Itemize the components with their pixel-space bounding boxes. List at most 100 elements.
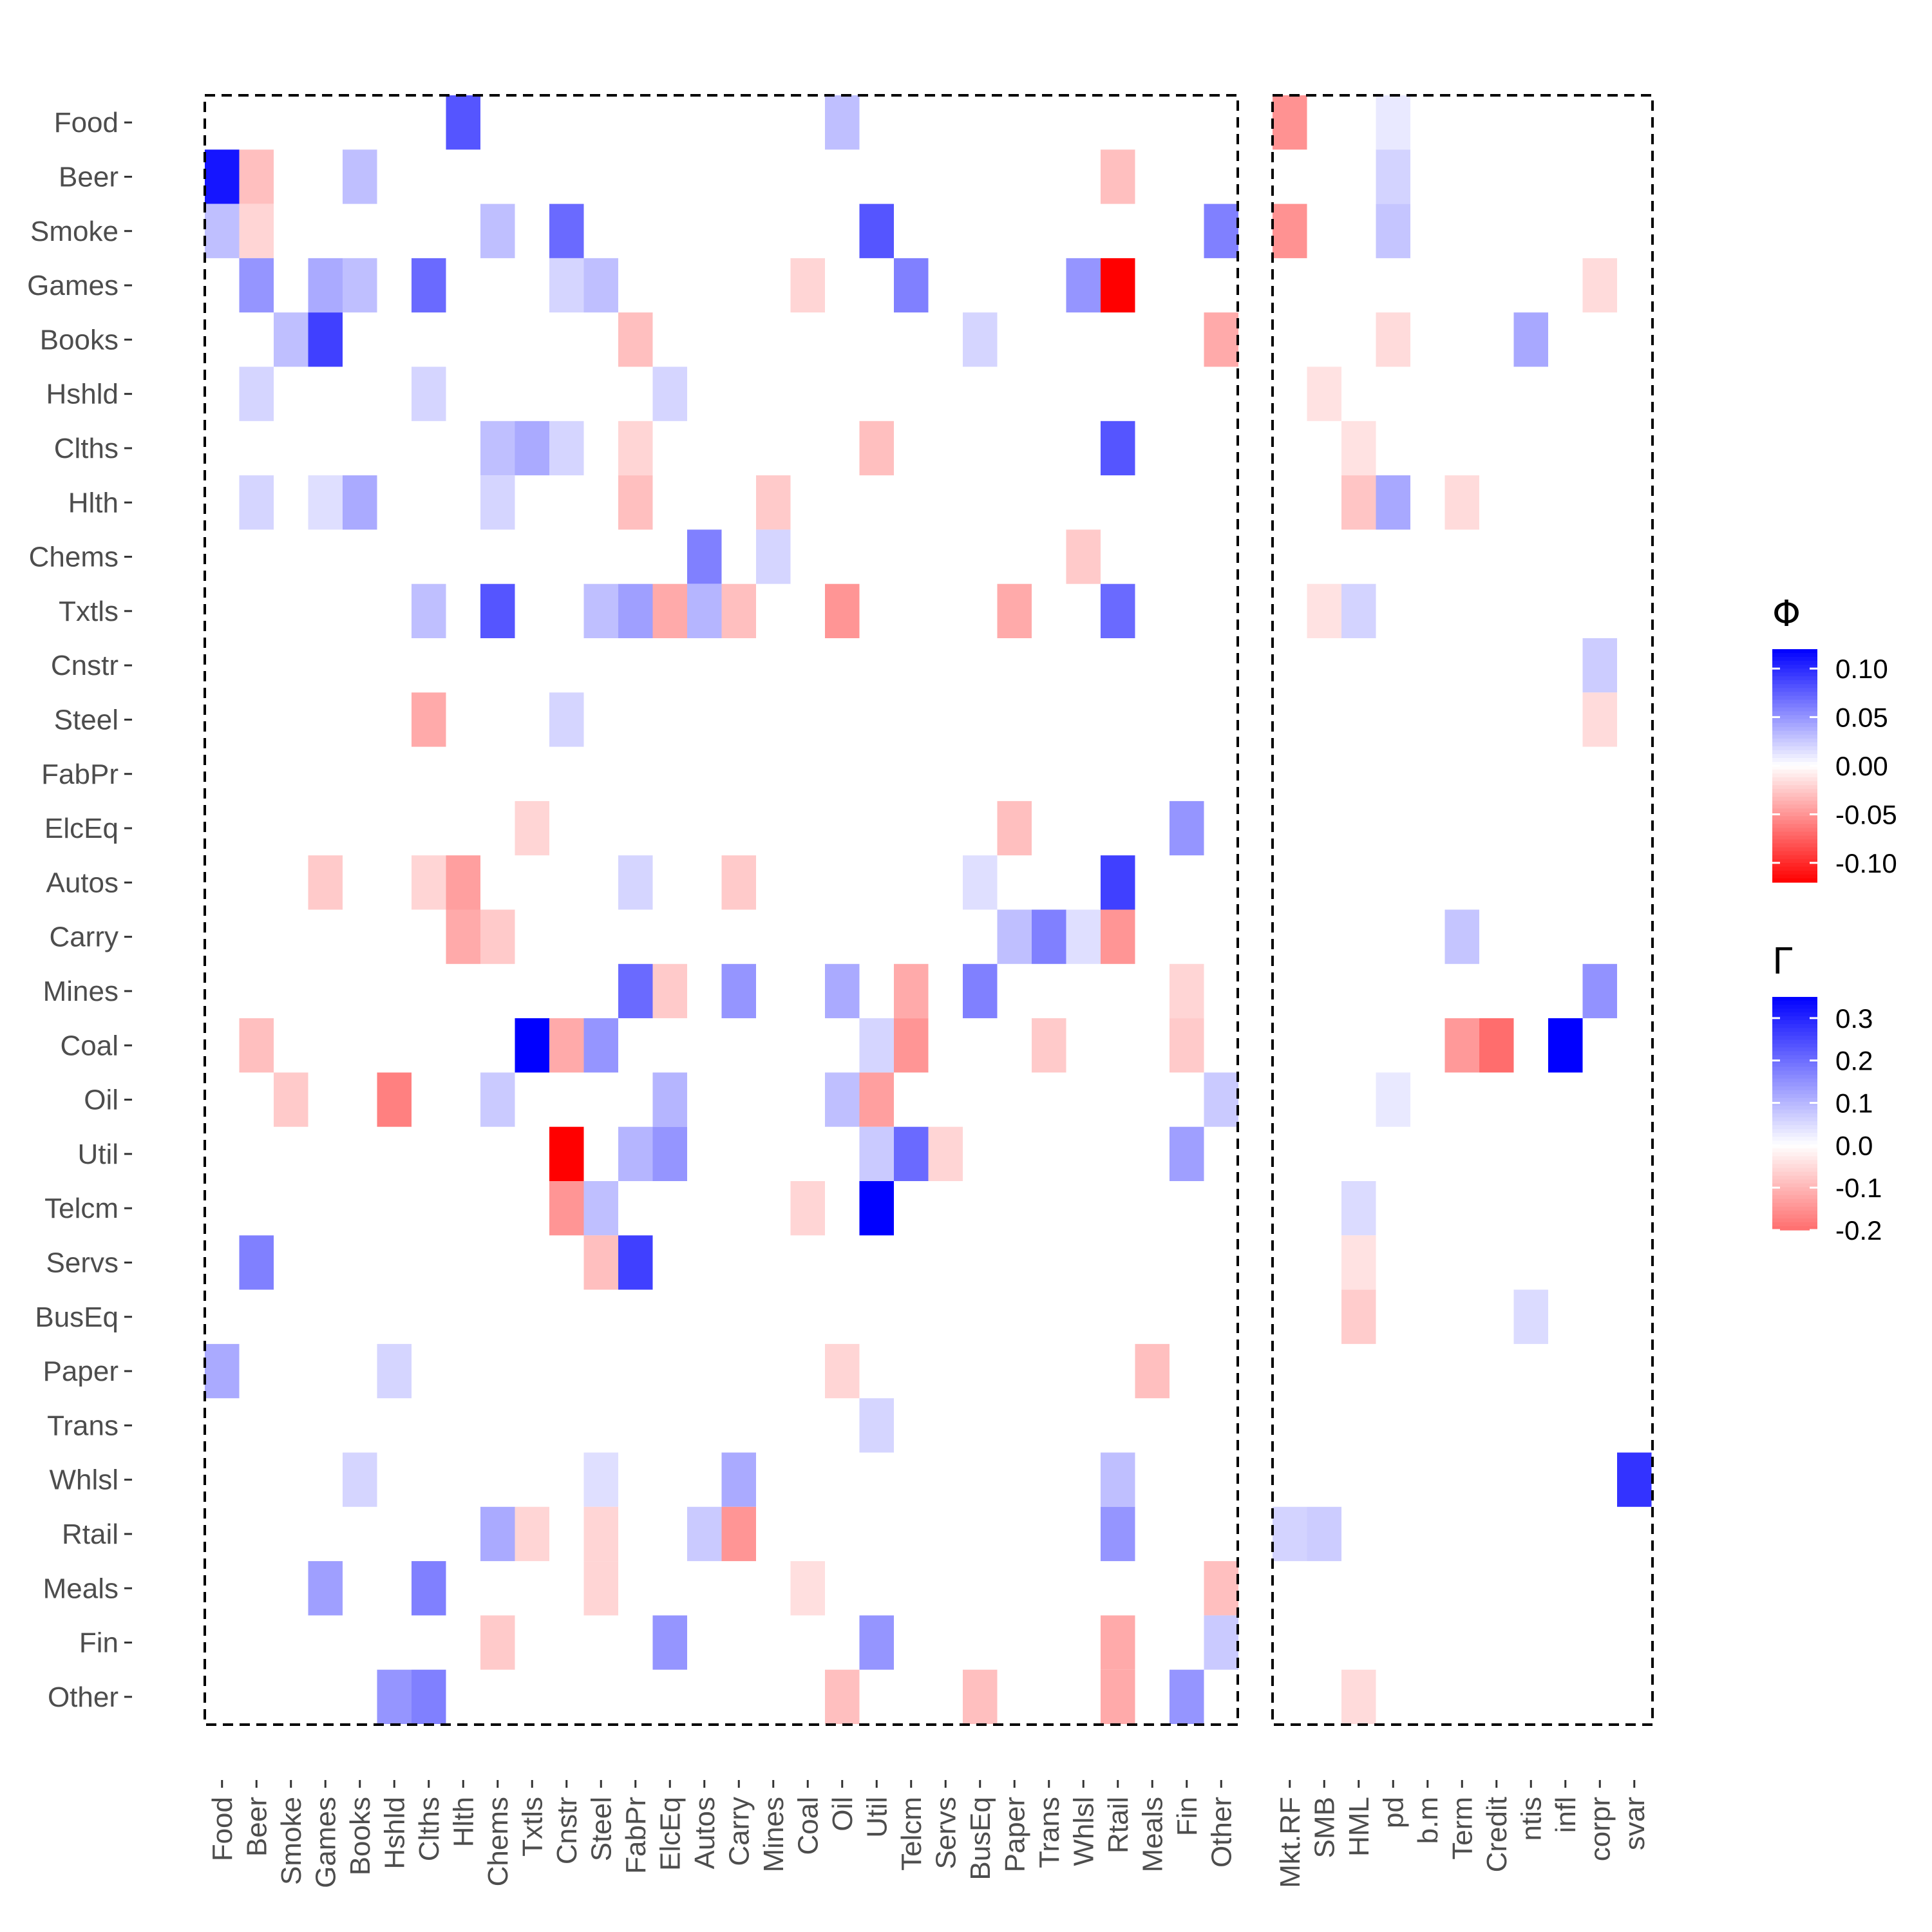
gamma-cell-txtls-smb xyxy=(1307,583,1341,638)
x-tick-label: b.m xyxy=(1412,1797,1444,1844)
phi-cell-servs-beer xyxy=(239,1235,274,1290)
gamma-cell-buseq-hml xyxy=(1341,1289,1376,1344)
phi-legend-swatch xyxy=(1772,858,1817,864)
phi-cell-mines-telcm xyxy=(894,963,929,1019)
x-tick-label: Mkt.RF xyxy=(1274,1797,1306,1888)
phi-cell-mines-fin xyxy=(1170,963,1204,1019)
phi-cell-clths-fabpr xyxy=(618,421,653,476)
gamma-cell-coal-term xyxy=(1444,1018,1479,1073)
phi-legend-swatch xyxy=(1772,866,1817,871)
phi-legend-label: 0.00 xyxy=(1835,751,1888,781)
phi-legend-swatch xyxy=(1772,688,1817,692)
phi-cell-autos-rtail xyxy=(1101,855,1135,910)
phi-cell-steel-clths xyxy=(412,692,446,747)
gamma-cell-hshld-smb xyxy=(1307,366,1341,421)
phi-legend-swatch xyxy=(1772,843,1817,848)
gamma-cell-hlth-hml xyxy=(1341,475,1376,530)
phi-cell-smoke-util xyxy=(859,204,894,258)
x-tick-label: Chems xyxy=(482,1797,514,1886)
x-tick-label: Smoke xyxy=(276,1797,307,1885)
phi-cell-fin-elceq xyxy=(652,1615,687,1670)
phi-cell-hlth-fabpr xyxy=(618,475,653,530)
phi-cell-mines-elceq xyxy=(652,963,687,1019)
phi-cell-mines-carry xyxy=(721,963,756,1019)
phi-legend-swatch xyxy=(1772,773,1817,778)
gamma-cell-hlth-pd xyxy=(1376,475,1410,530)
y-tick-label: Clths xyxy=(54,433,118,464)
phi-cell-util-fin xyxy=(1170,1126,1204,1181)
phi-cell-paper-hshld xyxy=(377,1343,412,1399)
phi-legend-swatch xyxy=(1772,793,1817,797)
phi-cell-mines-oil xyxy=(825,963,860,1019)
x-tick-label: Food xyxy=(207,1797,238,1861)
y-tick-label: Txtls xyxy=(59,596,118,627)
x-tick-label: Whlsl xyxy=(1068,1797,1099,1866)
phi-legend-swatch xyxy=(1772,649,1817,654)
x-tick-label: ElcEq xyxy=(654,1797,686,1871)
phi-cell-whlsl-rtail xyxy=(1101,1452,1135,1507)
gamma-cell-telcm-hml xyxy=(1341,1181,1376,1236)
phi-cell-chems-mines xyxy=(756,529,791,584)
gamma-legend-swatch xyxy=(1772,1063,1817,1068)
phi-cell-coal-util xyxy=(859,1018,894,1073)
phi-cell-rtail-chems xyxy=(480,1506,515,1562)
y-tick-label: Fin xyxy=(79,1627,118,1659)
gamma-cell-coal-infl xyxy=(1548,1018,1583,1073)
phi-legend-swatch xyxy=(1772,808,1817,813)
phi-cell-games-beer xyxy=(239,258,274,313)
phi-cell-mines-fabpr xyxy=(618,963,653,1019)
phi-legend-swatch xyxy=(1772,761,1817,766)
gamma-legend-swatch xyxy=(1772,1078,1817,1083)
x-tick-label: HML xyxy=(1343,1797,1375,1857)
phi-legend-swatch xyxy=(1772,707,1817,712)
phi-cell-servs-steel xyxy=(583,1235,618,1290)
gamma-cell-beer-pd xyxy=(1376,149,1410,204)
x-tick-label: corpr xyxy=(1584,1797,1616,1861)
phi-cell-telcm-util xyxy=(859,1181,894,1236)
x-tick-label: Term xyxy=(1446,1797,1478,1860)
gamma-heatmap-cells xyxy=(1273,95,1652,1724)
phi-cell-hshld-elceq xyxy=(652,366,687,421)
phi-cell-whlsl-carry xyxy=(721,1452,756,1507)
phi-cell-txtls-clths xyxy=(412,583,446,638)
gamma-cell-rtail-mkt-rf xyxy=(1273,1506,1307,1562)
phi-cell-carry-trans xyxy=(1032,909,1066,964)
y-tick-label: Coal xyxy=(61,1030,119,1061)
gamma-legend-swatch xyxy=(1772,1105,1817,1110)
phi-cell-txtls-fabpr xyxy=(618,583,653,638)
gamma-legend-swatch xyxy=(1772,1152,1817,1157)
phi-cell-util-telcm xyxy=(894,1126,929,1181)
y-tick-label: Hshld xyxy=(46,379,119,410)
y-tick-label: Util xyxy=(77,1139,118,1170)
phi-legend-swatch xyxy=(1772,657,1817,661)
phi-legend-swatch xyxy=(1772,746,1817,751)
phi-cell-elceq-txtls xyxy=(515,800,549,856)
gamma-legend-swatch xyxy=(1772,1198,1817,1204)
gamma-legend-swatch xyxy=(1772,1055,1817,1060)
phi-cell-clths-util xyxy=(859,421,894,476)
x-tick-label: Beer xyxy=(241,1797,272,1857)
phi-cell-beer-food xyxy=(205,149,240,204)
phi-cell-fin-util xyxy=(859,1615,894,1670)
gamma-legend-swatch xyxy=(1772,1125,1817,1130)
y-tick-label: Trans xyxy=(47,1410,118,1441)
gamma-legend-swatch xyxy=(1772,1168,1817,1173)
x-tick-label: Other xyxy=(1206,1797,1237,1868)
phi-cell-coal-telcm xyxy=(894,1018,929,1073)
phi-legend-label: 0.05 xyxy=(1835,703,1888,733)
gamma-cell-smoke-pd xyxy=(1376,204,1410,258)
phi-cell-txtls-carry xyxy=(721,583,756,638)
phi-cell-hshld-beer xyxy=(239,366,274,421)
gamma-legend-swatch xyxy=(1772,1210,1817,1215)
gamma-cell-mines-corpr xyxy=(1582,963,1617,1019)
x-tick-label: pd xyxy=(1378,1797,1409,1828)
phi-cell-txtls-autos xyxy=(687,583,722,638)
gamma-cell-steel-corpr xyxy=(1582,692,1617,747)
phi-cell-coal-steel xyxy=(583,1018,618,1073)
phi-legend-swatch xyxy=(1772,777,1817,782)
phi-legend-label: -0.05 xyxy=(1835,799,1897,829)
y-tick-label: Books xyxy=(40,324,118,355)
phi-cell-rtail-txtls xyxy=(515,1506,549,1562)
y-tick-label: Games xyxy=(27,270,118,301)
